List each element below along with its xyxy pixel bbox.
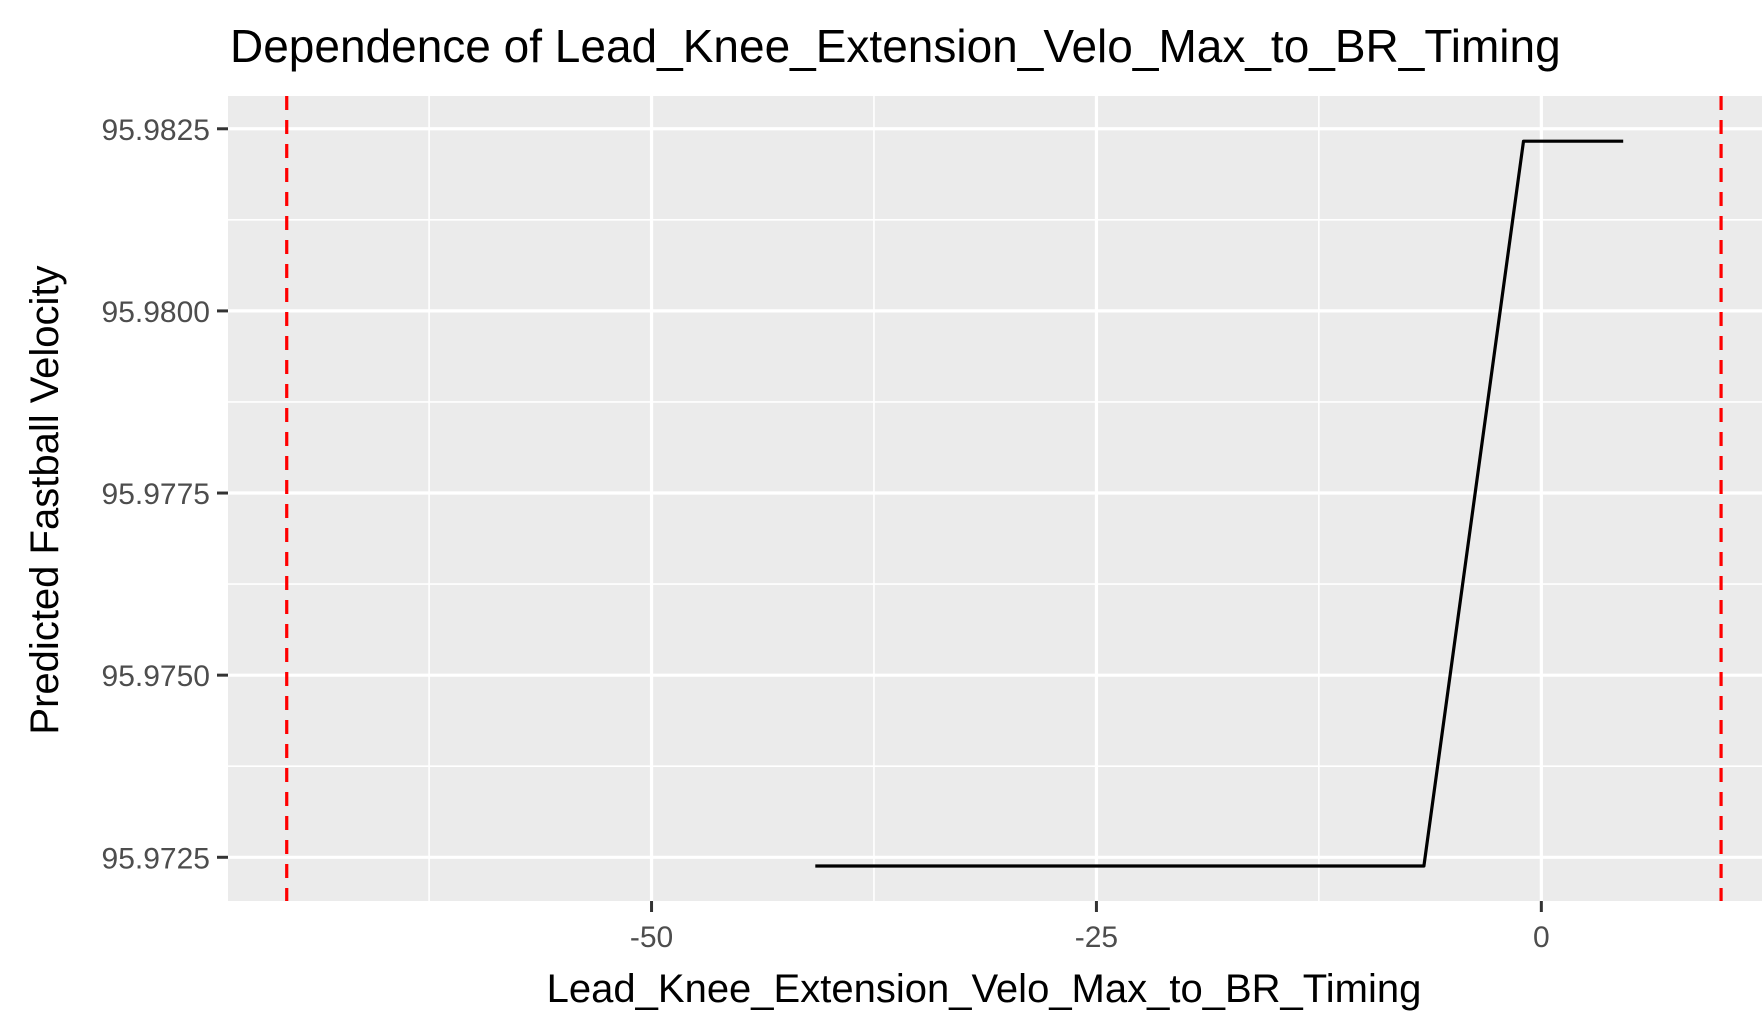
y-tick-label: 95.9800 [102, 296, 210, 329]
x-tick-label: -25 [1075, 921, 1118, 954]
minor-gridlines [228, 96, 1762, 901]
y-tick-label: 95.9775 [102, 478, 210, 511]
y-tick-label: 95.9725 [102, 842, 210, 875]
plot-panel [228, 96, 1762, 901]
x-tick-label: 0 [1533, 921, 1550, 954]
x-axis: -50 -25 0 [630, 901, 1550, 954]
series-line [815, 139, 1624, 868]
x-tick-label: -50 [630, 921, 673, 954]
chart-title: Dependence of Lead_Knee_Extension_Velo_M… [230, 20, 1561, 72]
y-tick-label: 95.9750 [102, 660, 210, 693]
y-tick-label: 95.9825 [102, 114, 210, 147]
major-gridlines [228, 96, 1762, 901]
series-layer [815, 139, 1624, 868]
y-axis: 95.9725 95.9750 95.9775 95.9800 95.9825 [102, 114, 228, 875]
x-axis-title: Lead_Knee_Extension_Velo_Max_to_BR_Timin… [547, 967, 1422, 1011]
y-axis-title: Predicted Fastball Velocity [23, 265, 67, 734]
